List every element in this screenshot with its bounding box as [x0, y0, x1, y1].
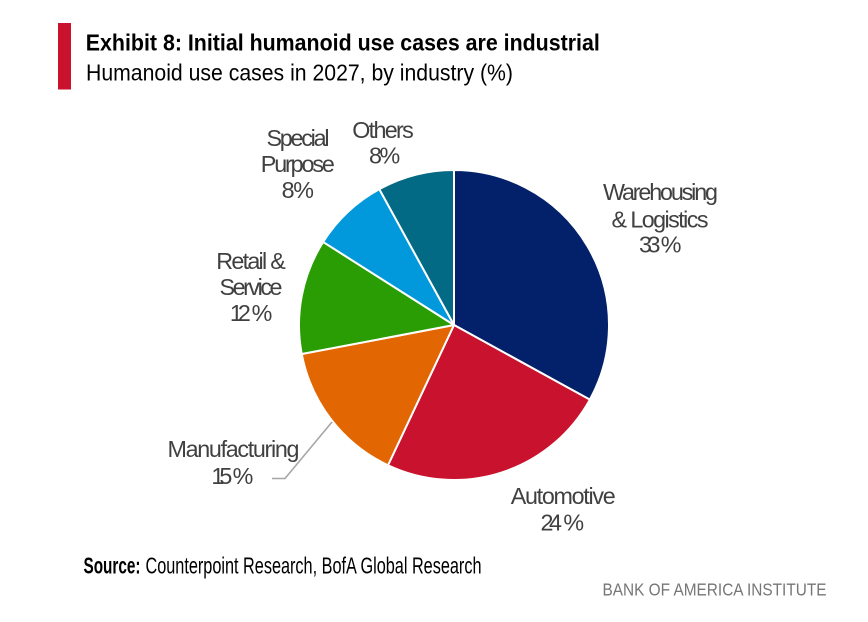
svg-text:Exhibit 8: Initial humanoid us: Exhibit 8: Initial humanoid use cases ar… — [86, 30, 600, 56]
svg-text:Warehousing: Warehousing — [603, 179, 718, 205]
svg-text:12: 12 — [230, 300, 251, 326]
svg-text:Purpose: Purpose — [261, 151, 335, 177]
svg-text:Service: Service — [220, 274, 283, 300]
svg-text:%: % — [563, 509, 584, 535]
svg-text:Counterpoint Research, BofA Gl: Counterpoint Research, BofA Global Resea… — [146, 553, 482, 579]
svg-text:%: % — [661, 232, 682, 258]
svg-text:Others: Others — [352, 117, 414, 143]
svg-text:& Logistics: & Logistics — [612, 206, 709, 232]
svg-text:Retail &: Retail & — [216, 248, 286, 274]
svg-text:8: 8 — [282, 177, 295, 203]
svg-text:24: 24 — [541, 509, 563, 535]
svg-text:%: % — [293, 177, 314, 203]
svg-text:8: 8 — [369, 143, 382, 169]
svg-text:Manufacturing: Manufacturing — [168, 436, 300, 462]
svg-text:Special: Special — [267, 125, 330, 151]
svg-text:Source:: Source: — [84, 553, 141, 579]
svg-text:BANK OF AMERICA INSTITUTE: BANK OF AMERICA INSTITUTE — [603, 579, 827, 599]
svg-text:%: % — [380, 143, 401, 169]
svg-text:%: % — [233, 463, 254, 489]
svg-text:15: 15 — [211, 463, 232, 489]
svg-text:Humanoid use cases in 2027, by: Humanoid use cases in 2027, by industry … — [86, 60, 513, 86]
svg-text:33: 33 — [639, 232, 661, 258]
svg-text:Automotive: Automotive — [511, 483, 616, 509]
svg-text:%: % — [252, 300, 273, 326]
